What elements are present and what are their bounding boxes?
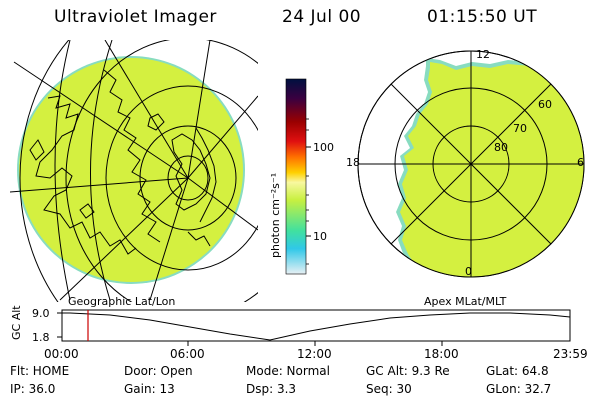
status-flt: Flt: HOME bbox=[10, 364, 70, 378]
timeline-x-tick-1200: 12:00 bbox=[297, 347, 332, 361]
geographic-panel-label: Geographic Lat/Lon bbox=[68, 295, 176, 308]
timeline-x-tick-1800: 18:00 bbox=[424, 347, 459, 361]
timeline-y-title: GC Alt bbox=[10, 305, 23, 340]
mlt-label-12: 12 bbox=[476, 48, 490, 61]
polar-view bbox=[357, 50, 585, 278]
status-seq: Seq: 30 bbox=[366, 382, 412, 396]
status-glat: GLat: 64.8 bbox=[486, 364, 549, 378]
altitude-timeline bbox=[57, 309, 571, 346]
coastlines bbox=[29, 69, 217, 255]
status-mode: Mode: Normal bbox=[246, 364, 330, 378]
status-glon: GLon: 32.7 bbox=[486, 382, 552, 396]
mlat-label-70: 70 bbox=[513, 122, 527, 135]
timeline-y-tick-high: 9.0 bbox=[32, 307, 50, 320]
timeline-frame bbox=[61, 309, 571, 342]
time-label: 01:15:50 UT bbox=[427, 7, 538, 27]
colorbar-tick-100: 100 bbox=[313, 141, 334, 154]
status-gc-alt: GC Alt: 9.3 Re bbox=[366, 364, 450, 378]
timeline-x-tick-0600: 06:00 bbox=[170, 347, 205, 361]
mlat-grid bbox=[357, 50, 585, 278]
mlt-label-18: 18 bbox=[346, 156, 360, 169]
colorbar-tick-10: 10 bbox=[313, 230, 327, 243]
uv-emission-image bbox=[19, 58, 243, 282]
date-label: 24 Jul 00 bbox=[282, 7, 362, 27]
mlat-label-60: 60 bbox=[538, 98, 552, 111]
status-door: Door: Open bbox=[124, 364, 193, 378]
status-ip: IP: 36.0 bbox=[10, 382, 56, 396]
apex-panel-label: Apex MLat/MLT bbox=[424, 295, 507, 308]
mlt-label-0: 0 bbox=[465, 265, 472, 278]
status-gain: Gain: 13 bbox=[124, 382, 175, 396]
mlat-label-80: 80 bbox=[494, 141, 508, 154]
timeline-y-tick-low: 1.8 bbox=[32, 331, 50, 344]
altitude-curve bbox=[62, 312, 571, 341]
geographic-view bbox=[10, 40, 258, 302]
app-title: Ultraviolet Imager bbox=[54, 7, 217, 27]
timeline-x-tick-2359: 23:59 bbox=[553, 347, 588, 361]
mlt-label-6: 6 bbox=[577, 156, 584, 169]
status-dsp: Dsp: 3.3 bbox=[246, 382, 297, 396]
color-scale-bar bbox=[285, 78, 311, 275]
timeline-x-tick-0000: 00:00 bbox=[44, 347, 79, 361]
lat-lon-grid bbox=[10, 40, 258, 302]
colorbar-unit-label: photon cm⁻²s⁻¹ bbox=[269, 172, 282, 258]
